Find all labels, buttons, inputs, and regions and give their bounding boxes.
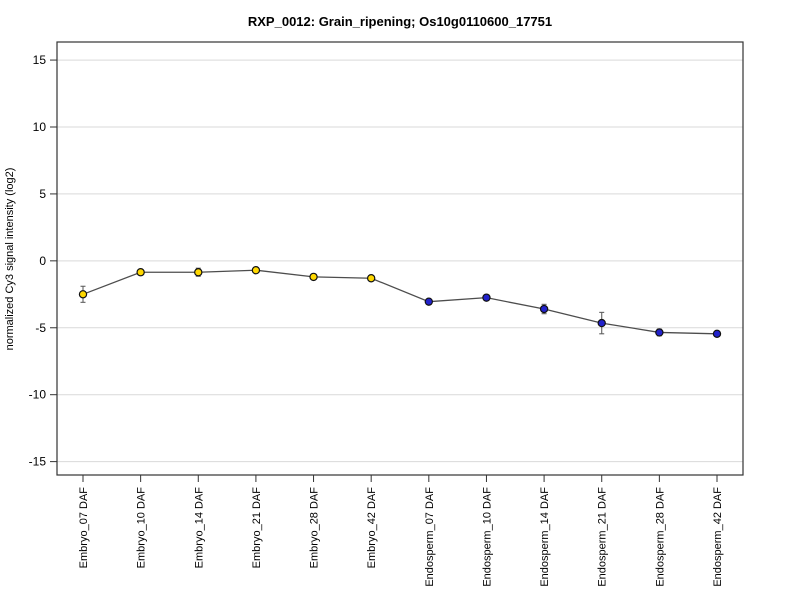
x-tick-label: Endosperm_07 DAF [424, 487, 436, 587]
y-tick-label: -10 [29, 388, 47, 402]
series-line [82, 269, 718, 335]
data-point-endosperm [539, 304, 549, 314]
x-tick-label: Endosperm_42 DAF [712, 487, 724, 587]
axes-layer: 15 10 5 0 -5 -10 -15 Embryo_07 DAF Embryo_10 DAF… [29, 41, 744, 587]
series-layer [78, 266, 722, 338]
x-tick-label: Endosperm_10 DAF [481, 487, 493, 587]
data-point-embryo [136, 268, 145, 277]
x-tick-label: Endosperm_14 DAF [539, 487, 551, 587]
y-tick-label: 10 [33, 120, 47, 134]
x-tick-label: Embryo_42 DAF [366, 487, 378, 569]
x-tick-label: Embryo_28 DAF [309, 487, 321, 569]
data-point-endosperm [597, 318, 606, 328]
x-tick-label: Endosperm_21 DAF [597, 487, 609, 587]
y-tick-label: 15 [33, 53, 47, 67]
data-point-endosperm [424, 297, 434, 306]
x-tick-label: Embryo_14 DAF [193, 487, 205, 569]
data-point-embryo [309, 272, 318, 282]
plot-border [56, 41, 744, 476]
y-axis-title: normalized Cy3 signal intensity (log2) [4, 168, 16, 351]
data-point-embryo [366, 274, 376, 283]
y-tick-label: -15 [29, 455, 47, 469]
gridlines-layer [57, 59, 743, 463]
x-tick-label: Endosperm_28 DAF [654, 487, 666, 587]
data-point-embryo [251, 266, 261, 275]
y-tick-label: -5 [35, 321, 46, 335]
y-tick-label: 0 [39, 254, 46, 268]
y-tick-label: 5 [39, 187, 46, 201]
chart-title: RXP_0012: Grain_ripening; Os10g0110600_1… [248, 14, 552, 29]
data-point-endosperm [482, 293, 491, 302]
x-tick-label: Embryo_07 DAF [78, 487, 90, 569]
x-tick-label: Embryo_10 DAF [136, 487, 148, 569]
data-point-embryo [78, 290, 88, 299]
data-point-endosperm [655, 328, 664, 337]
data-point-embryo [194, 268, 203, 277]
x-tick-label: Embryo_21 DAF [251, 487, 263, 569]
data-point-endosperm [712, 329, 722, 338]
